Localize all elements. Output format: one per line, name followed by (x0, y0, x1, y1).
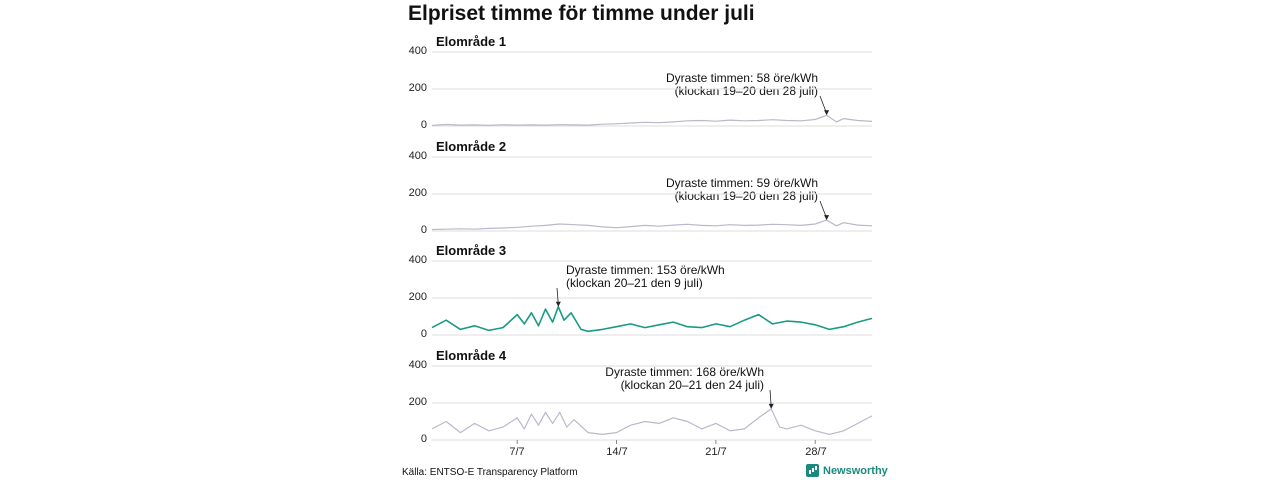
panel-title-elomrade-4: Elområde 4 (436, 348, 507, 363)
annotation-arrowhead (555, 301, 561, 307)
xtick-label: 21/7 (705, 446, 727, 458)
annotation-line-2: (klockan 20–21 den 9 juli) (566, 276, 703, 290)
annotation-line-2: (klockan 19–20 den 28 juli) (674, 189, 818, 203)
ytick-label: 400 (408, 150, 427, 162)
annotation-line-2: (klockan 20–21 den 24 juli) (620, 378, 764, 392)
ytick-label: 0 (420, 433, 427, 445)
brand-name: Newsworthy (823, 464, 888, 477)
ytick-label: 0 (420, 224, 427, 236)
ytick-label: 200 (408, 396, 427, 408)
ytick-label: 400 (408, 254, 427, 266)
newsworthy-logo-icon (806, 464, 819, 477)
ytick-label: 0 (420, 328, 427, 340)
ytick-label: 0 (420, 119, 427, 131)
series-line (431, 305, 873, 333)
chart-title: Elpriset timme för timme under juli (408, 2, 755, 25)
ytick-label: 400 (408, 45, 427, 57)
xtick-label: 7/7 (509, 446, 525, 458)
annotation-elomrade-2: Dyraste timmen: 59 öre/kWh (klockan 19–2… (636, 177, 818, 203)
series-line (431, 408, 873, 435)
panel-title-elomrade-1: Elområde 1 (436, 34, 507, 49)
annotation-arrowhead (768, 403, 774, 409)
annotation-elomrade-3: Dyraste timmen: 153 öre/kWh (klockan 20–… (566, 264, 736, 290)
annotation-elomrade-1: Dyraste timmen: 58 öre/kWh (klockan 19–2… (636, 72, 818, 98)
ytick-label: 200 (408, 82, 427, 94)
source-note: Källa: ENTSO-E Transparency Platform (402, 467, 578, 478)
xtick-label: 14/7 (606, 446, 628, 458)
annotation-elomrade-4: Dyraste timmen: 168 öre/kWh (klockan 20–… (580, 366, 764, 392)
panel-title-elomrade-2: Elområde 2 (436, 139, 507, 154)
series-line (431, 114, 873, 126)
annotation-line-2: (klockan 19–20 den 28 juli) (674, 84, 818, 98)
annotation-line-1: Dyraste timmen: 168 öre/kWh (605, 365, 764, 379)
annotation-arrowhead (824, 215, 830, 221)
annotation-line-1: Dyraste timmen: 58 öre/kWh (665, 71, 818, 85)
annotation-line-1: Dyraste timmen: 153 öre/kWh (566, 263, 725, 277)
panel-title-elomrade-3: Elområde 3 (436, 243, 507, 258)
annotation-line-1: Dyraste timmen: 59 öre/kWh (665, 176, 818, 190)
brand-logo: Newsworthy (806, 464, 888, 477)
series-line (431, 219, 873, 231)
ytick-label: 200 (408, 291, 427, 303)
annotation-arrowhead (824, 110, 830, 116)
ytick-label: 200 (408, 187, 427, 199)
ytick-label: 400 (408, 359, 427, 371)
xtick-label: 28/7 (805, 446, 827, 458)
